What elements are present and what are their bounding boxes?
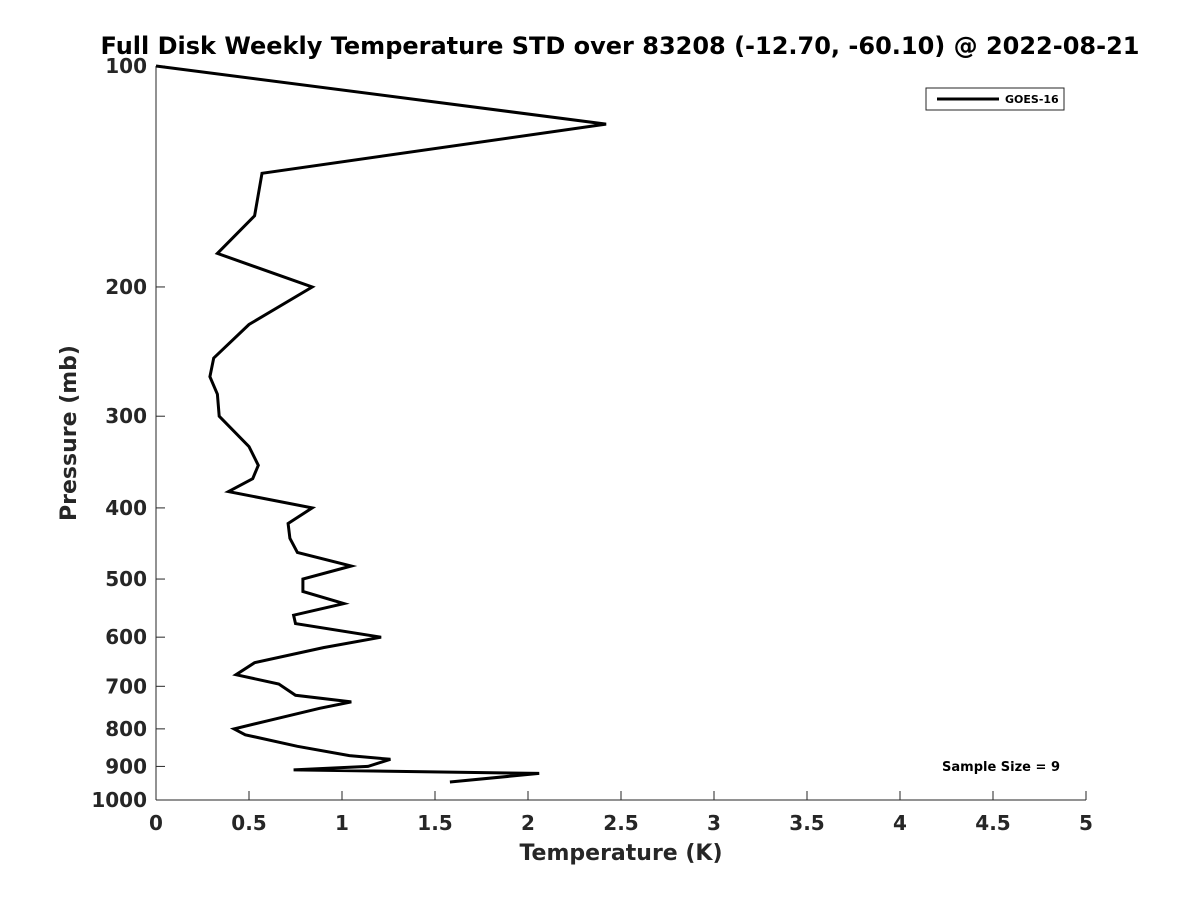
x-tick-label: 0.5 (231, 811, 266, 835)
x-tick-label: 2 (521, 811, 535, 835)
x-tick-label: 5 (1079, 811, 1093, 835)
series-line-goes-16 (155, 64, 607, 784)
x-tick-label: 4.5 (975, 811, 1010, 835)
y-tick-label: 500 (105, 567, 147, 591)
y-tick-label: 400 (105, 496, 147, 520)
y-tick-label: 600 (105, 625, 147, 649)
series-layer (155, 64, 607, 784)
x-axis-label: Temperature (K) (519, 841, 722, 866)
x-tick-label: 3.5 (789, 811, 824, 835)
y-tick-label: 100 (105, 54, 147, 78)
x-tick-label: 2.5 (603, 811, 638, 835)
y-tick-label: 700 (105, 674, 147, 698)
y-tick-label: 300 (105, 404, 147, 428)
y-tick-label: 900 (105, 754, 147, 778)
y-tick-label: 200 (105, 275, 147, 299)
x-tick-label: 0 (149, 811, 163, 835)
chart-title: Full Disk Weekly Temperature STD over 83… (101, 32, 1140, 60)
y-ticks: 100 200 300 400 500 600 700 800 900 1000 (91, 54, 165, 812)
x-tick-label: 1.5 (417, 811, 452, 835)
y-tick-label: 1000 (91, 788, 147, 812)
sample-size-annotation: Sample Size = 9 (942, 760, 1060, 775)
x-tick-label: 4 (893, 811, 907, 835)
legend: GOES-16 (925, 87, 1065, 111)
x-tick-label: 1 (335, 811, 349, 835)
x-ticks: 0 0.5 1 1.5 2 2.5 3 3.5 4 4.5 5 (149, 791, 1093, 835)
y-axis-label: Pressure (mb) (57, 345, 82, 521)
y-tick-label: 800 (105, 717, 147, 741)
x-tick-label: 3 (707, 811, 721, 835)
plot-axes (155, 66, 1086, 801)
legend-label-goes-16: GOES-16 (1005, 93, 1059, 106)
